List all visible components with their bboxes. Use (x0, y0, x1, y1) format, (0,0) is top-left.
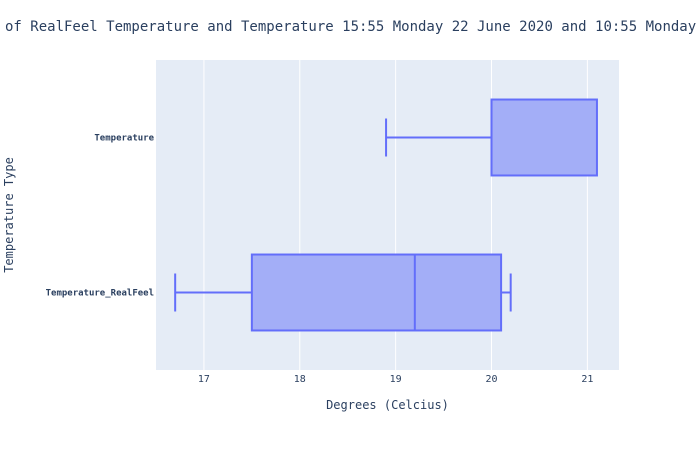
chart-title: of RealFeel Temperature and Temperature … (5, 19, 696, 35)
x-tick-label: 19 (390, 374, 402, 385)
x-tick-labels: 17 18 19 20 21 (198, 374, 593, 385)
y-category-label: Temperature (94, 134, 154, 144)
x-axis-title: Degrees (Celcius) (326, 398, 449, 412)
x-tick-label: 18 (294, 374, 306, 385)
y-axis-title: Temperature Type (2, 157, 16, 273)
interquartile-box (490, 98, 598, 177)
box-temperature (385, 98, 598, 177)
box-temperature-realfeel (174, 253, 512, 332)
y-category-labels: Temperature Temperature_RealFeel (46, 134, 155, 299)
x-tick-label: 17 (198, 374, 210, 385)
y-category-label: Temperature_RealFeel (46, 289, 154, 299)
interquartile-box (250, 253, 503, 332)
x-tick-label: 21 (581, 374, 593, 385)
box-series (174, 98, 598, 332)
x-tick-label: 20 (485, 374, 497, 385)
